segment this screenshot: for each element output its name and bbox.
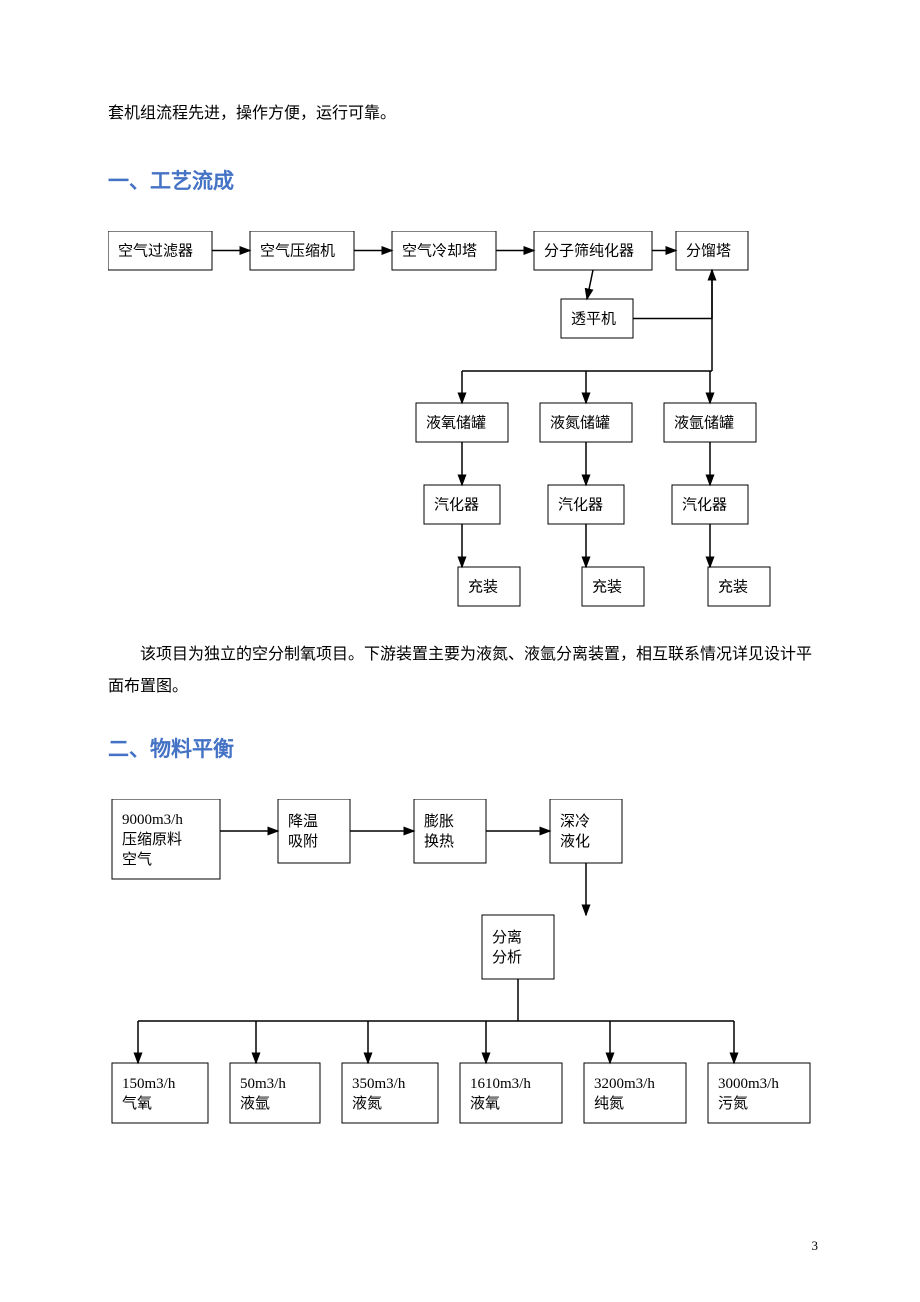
svg-text:深冷: 深冷 (560, 813, 590, 830)
svg-text:压缩原料: 压缩原料 (122, 831, 182, 848)
intro-text: 套机组流程先进，操作方便，运行可靠。 (108, 100, 820, 129)
svg-text:9000m3/h: 9000m3/h (122, 812, 183, 828)
svg-text:空气冷却塔: 空气冷却塔 (402, 242, 477, 259)
svg-text:液氮储罐: 液氮储罐 (550, 414, 610, 431)
section-1-desc: 该项目为独立的空分制氧项目。下游装置主要为液氮、液氩分离装置，相互联系情况详见设… (108, 639, 820, 703)
svg-text:充装: 充装 (468, 578, 498, 595)
svg-text:气氧: 气氧 (122, 1095, 152, 1112)
svg-text:液化: 液化 (560, 833, 590, 850)
svg-text:分离: 分离 (492, 929, 522, 946)
svg-text:350m3/h: 350m3/h (352, 1076, 406, 1092)
svg-text:降温: 降温 (288, 813, 318, 830)
svg-text:纯氮: 纯氮 (594, 1095, 624, 1112)
svg-text:液氩储罐: 液氩储罐 (674, 414, 734, 431)
process-flow-diagram: 空气过滤器 空气压缩机 空气冷却塔 分子筛纯化器 分馏塔透平机液氧储罐 液氮储罐 液氩储罐汽… (108, 231, 820, 619)
svg-text:分析: 分析 (492, 949, 522, 966)
svg-text:膨胀: 膨胀 (424, 813, 454, 830)
svg-text:汽化器: 汽化器 (434, 496, 479, 513)
svg-text:液氧储罐: 液氧储罐 (426, 414, 486, 431)
svg-text:汽化器: 汽化器 (682, 496, 727, 513)
svg-text:空气: 空气 (122, 851, 152, 868)
svg-text:充装: 充装 (592, 578, 622, 595)
svg-text:液氧: 液氧 (470, 1095, 500, 1112)
svg-text:分馏塔: 分馏塔 (686, 242, 731, 259)
svg-text:150m3/h: 150m3/h (122, 1076, 176, 1092)
svg-text:分子筛纯化器: 分子筛纯化器 (544, 242, 634, 259)
svg-text:换热: 换热 (424, 833, 454, 850)
svg-text:吸附: 吸附 (288, 833, 318, 850)
svg-text:3200m3/h: 3200m3/h (594, 1076, 655, 1092)
material-balance-diagram: 9000m3/h 压缩原料空气 降温吸附 膨胀换热 深冷液化分离分析 150m3/h 气氧 5… (108, 799, 820, 1131)
svg-text:50m3/h: 50m3/h (240, 1076, 286, 1092)
svg-text:汽化器: 汽化器 (558, 496, 603, 513)
svg-text:液氮: 液氮 (352, 1095, 382, 1112)
svg-text:1610m3/h: 1610m3/h (470, 1076, 531, 1092)
svg-text:充装: 充装 (718, 578, 748, 595)
page-number: 3 (812, 1238, 819, 1254)
svg-text:3000m3/h: 3000m3/h (718, 1076, 779, 1092)
svg-text:液氩: 液氩 (240, 1095, 270, 1112)
section-1-title: 一、工艺流成 (108, 165, 820, 195)
svg-text:污氮: 污氮 (718, 1095, 748, 1112)
svg-text:空气过滤器: 空气过滤器 (118, 242, 193, 259)
section-2-title: 二、物料平衡 (108, 733, 820, 763)
svg-text:透平机: 透平机 (571, 310, 616, 327)
svg-text:空气压缩机: 空气压缩机 (260, 242, 335, 259)
